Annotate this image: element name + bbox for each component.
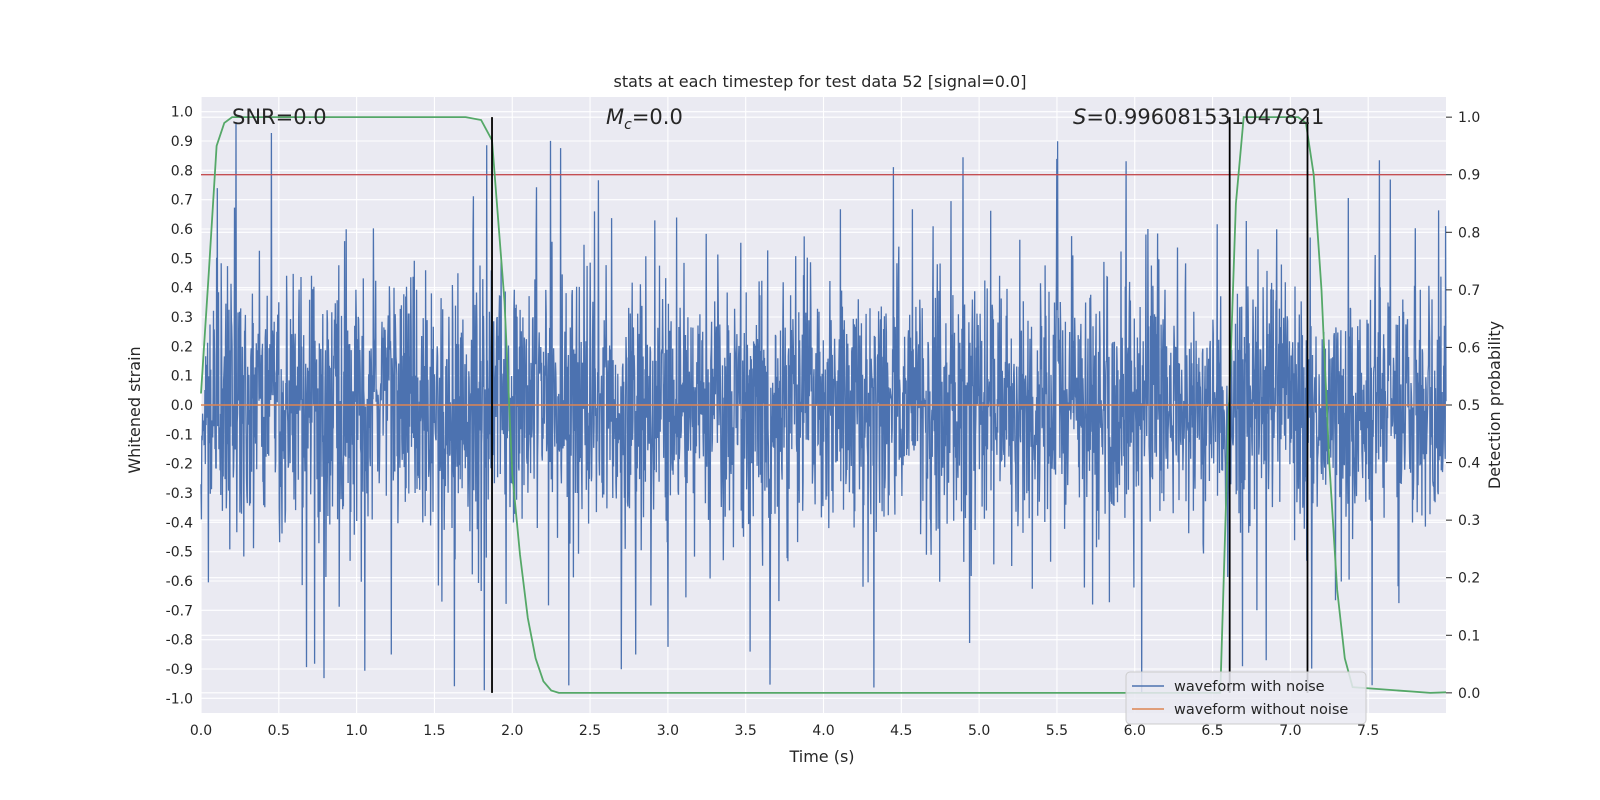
y-tick-label: 0.2 bbox=[171, 339, 193, 355]
legend-entry-clean: waveform without noise bbox=[1174, 702, 1348, 718]
y-tick-label: -0.8 bbox=[166, 633, 193, 649]
x-tick-label: 2.5 bbox=[579, 723, 601, 739]
y2-tick-label: 0.2 bbox=[1458, 571, 1480, 587]
y-tick-label: -1.0 bbox=[166, 691, 193, 707]
score-symbol: S bbox=[1073, 105, 1086, 129]
y2-axis-label: Detection probability bbox=[1485, 321, 1504, 489]
x-tick-label: 1.5 bbox=[423, 723, 445, 739]
y2-tick-label: 0.9 bbox=[1458, 168, 1480, 184]
x-tick-label: 5.5 bbox=[1046, 723, 1068, 739]
y2-tick-label: 0.6 bbox=[1458, 340, 1480, 356]
x-tick-label: 1.0 bbox=[345, 723, 367, 739]
y-tick-label: -0.9 bbox=[166, 662, 193, 678]
chart-title: stats at each timestep for test data 52 … bbox=[614, 72, 1027, 91]
y-tick-label: 0.6 bbox=[171, 222, 193, 238]
y-tick-label: 0.9 bbox=[171, 134, 193, 150]
y-tick-label: 0.7 bbox=[171, 193, 193, 209]
x-axis-label: Time (s) bbox=[788, 747, 854, 766]
legend: waveform with noise waveform without noi… bbox=[1125, 671, 1367, 725]
snr-annotation: SNR=0.0 bbox=[232, 105, 327, 129]
x-tick-label: 6.0 bbox=[1124, 723, 1146, 739]
x-tick-label: 5.0 bbox=[968, 723, 990, 739]
y-axis-label: Whitened strain bbox=[125, 346, 144, 473]
y2-tick-label: 0.8 bbox=[1458, 225, 1480, 241]
chirp-mass-symbol: M bbox=[606, 105, 624, 129]
y-tick-label: 0.8 bbox=[171, 163, 193, 179]
legend-box bbox=[1125, 671, 1367, 725]
x-tick-label: 3.5 bbox=[735, 723, 757, 739]
y2-tick-label: 0.0 bbox=[1458, 686, 1480, 702]
chirp-mass-subscript: c bbox=[624, 117, 632, 133]
y-tick-label: 0.3 bbox=[171, 310, 193, 326]
y2-tick-label: 0.1 bbox=[1458, 628, 1480, 644]
y-tick-label: 1.0 bbox=[171, 105, 193, 121]
y2-tick-label: 0.5 bbox=[1458, 398, 1480, 414]
x-tick-label: 2.0 bbox=[501, 723, 523, 739]
y-tick-label: -0.3 bbox=[166, 486, 193, 502]
score-annotation: S=0.996081531047821 bbox=[1073, 105, 1324, 129]
x-tick-label: 0.0 bbox=[190, 723, 212, 739]
y-tick-label: -0.5 bbox=[166, 545, 193, 561]
chirp-mass-annotation: Mc=0.0 bbox=[606, 105, 683, 133]
y-tick-label: 0.4 bbox=[171, 281, 193, 297]
x-tick-label: 6.5 bbox=[1201, 723, 1223, 739]
noise-waveform-line bbox=[200, 122, 1447, 693]
y-tick-label: -0.6 bbox=[166, 574, 193, 590]
y2-tick-label: 1.0 bbox=[1458, 110, 1480, 126]
y2-tick-label: 0.4 bbox=[1458, 456, 1480, 472]
y-tick-label: 0.5 bbox=[171, 251, 193, 267]
score-value: =0.996081531047821 bbox=[1086, 105, 1324, 129]
y2-tick-label: 0.3 bbox=[1458, 513, 1480, 529]
y-tick-label: -0.2 bbox=[166, 457, 193, 473]
y-tick-label: 0.1 bbox=[171, 369, 193, 385]
x-tick-label: 4.5 bbox=[890, 723, 912, 739]
y-tick-label: -0.4 bbox=[166, 515, 193, 531]
x-tick-label: 7.5 bbox=[1357, 723, 1379, 739]
y2-tick-label: 0.7 bbox=[1458, 283, 1480, 299]
x-tick-label: 3.0 bbox=[657, 723, 679, 739]
x-tick-label: 4.0 bbox=[812, 723, 834, 739]
x-tick-label: 7.0 bbox=[1279, 723, 1301, 739]
detection-probability-line bbox=[200, 116, 1447, 694]
y-tick-label: -0.7 bbox=[166, 603, 193, 619]
x-tick-label: 0.5 bbox=[268, 723, 290, 739]
legend-entry-noise: waveform with noise bbox=[1174, 679, 1325, 695]
chirp-mass-value: =0.0 bbox=[632, 105, 683, 129]
y-tick-label: 0.0 bbox=[171, 398, 193, 414]
y-tick-label: -0.1 bbox=[166, 427, 193, 443]
